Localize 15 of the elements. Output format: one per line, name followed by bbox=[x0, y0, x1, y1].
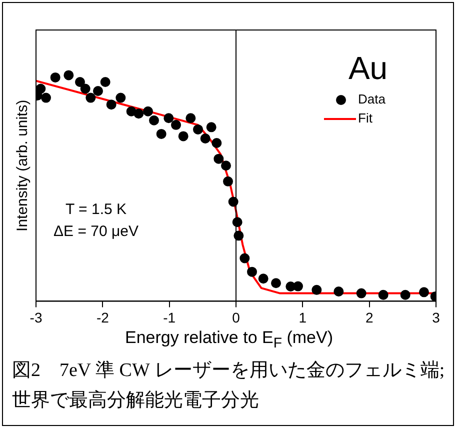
x-tick-label: 3 bbox=[432, 309, 440, 326]
x-tick-label: -2 bbox=[96, 309, 110, 326]
annotation: ΔE = 70 μeV bbox=[54, 223, 138, 240]
legend-label: Fit bbox=[358, 110, 373, 126]
x-tick-label: -3 bbox=[30, 309, 42, 326]
x-tick-label: -1 bbox=[163, 309, 176, 326]
y-axis-title: Intensity (arb. units) bbox=[14, 100, 32, 232]
legend-title: Au bbox=[348, 50, 388, 86]
x-axis-title: Energy relative to E$_{F}$ (meV) bbox=[124, 328, 334, 352]
annotation: T = 1.5 K bbox=[65, 201, 127, 218]
x-tick-label: 2 bbox=[365, 309, 374, 326]
x-tick-label: 1 bbox=[298, 309, 307, 326]
legend-label: Data bbox=[358, 92, 386, 107]
x-tick-label: 0 bbox=[232, 309, 240, 326]
caption: 図2 7eV 準 CW レーザーを用いた金のフェルミ端;世界で最高分解能光電子分光 bbox=[12, 359, 446, 413]
